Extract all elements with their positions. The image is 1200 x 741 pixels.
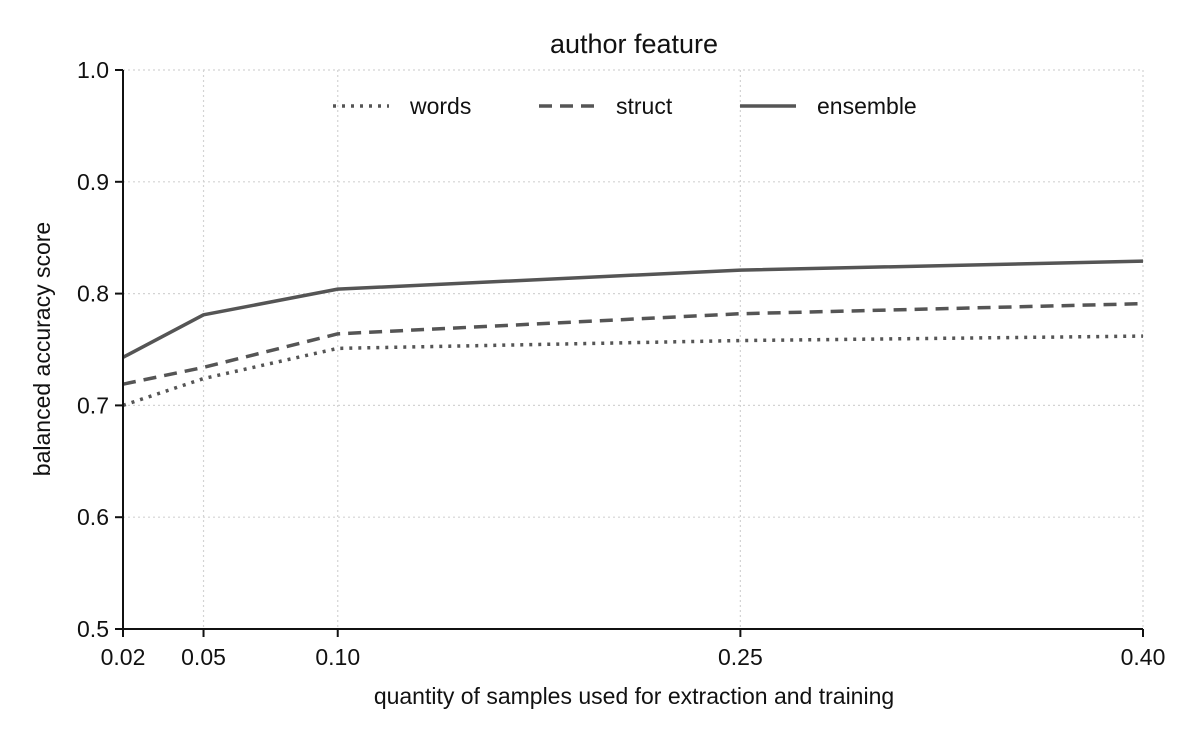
y-tick-label: 0.5 bbox=[77, 616, 109, 642]
x-ticks: 0.02 0.05 0.10 0.25 0.40 bbox=[101, 629, 1166, 670]
legend-label-words: words bbox=[409, 93, 471, 119]
y-tick-label: 0.8 bbox=[77, 281, 109, 307]
x-tick-label: 0.02 bbox=[101, 644, 146, 670]
y-axis-label: balanced accuracy score bbox=[29, 222, 55, 476]
y-ticks: 0.5 0.6 0.7 0.8 0.9 1.0 bbox=[77, 57, 123, 642]
y-tick-label: 0.9 bbox=[77, 169, 109, 195]
legend: words struct ensemble bbox=[333, 93, 917, 119]
x-tick-label: 0.25 bbox=[718, 644, 763, 670]
x-tick-label: 0.05 bbox=[181, 644, 226, 670]
legend-label-ensemble: ensemble bbox=[817, 93, 917, 119]
legend-label-struct: struct bbox=[616, 93, 673, 119]
series-line-words bbox=[122, 334, 1144, 408]
series-line-ensemble bbox=[122, 259, 1144, 359]
series-line-struct bbox=[122, 301, 1144, 386]
series-lines bbox=[122, 259, 1144, 408]
y-tick-label: 0.6 bbox=[77, 504, 109, 530]
x-tick-label: 0.10 bbox=[315, 644, 360, 670]
x-axis-label: quantity of samples used for extraction … bbox=[374, 683, 894, 709]
x-tick-label: 0.40 bbox=[1121, 644, 1166, 670]
y-tick-label: 0.7 bbox=[77, 392, 109, 418]
y-tick-label: 1.0 bbox=[77, 57, 109, 83]
chart-title: author feature bbox=[550, 29, 718, 59]
